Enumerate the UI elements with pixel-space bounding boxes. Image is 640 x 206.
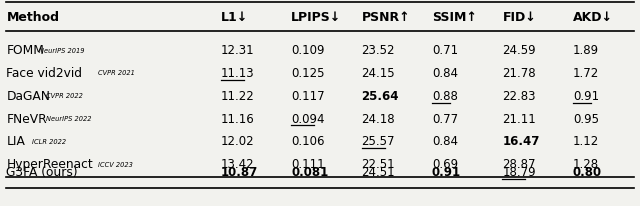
Text: LIA: LIA [6, 135, 25, 147]
Text: 0.88: 0.88 [432, 89, 458, 102]
Text: 12.02: 12.02 [221, 135, 255, 147]
Text: 0.111: 0.111 [291, 157, 325, 170]
Text: AKD↓: AKD↓ [573, 11, 613, 24]
Text: ICLR 2022: ICLR 2022 [32, 138, 66, 144]
Text: 0.081: 0.081 [291, 166, 328, 178]
Text: LPIPS↓: LPIPS↓ [291, 11, 342, 24]
Text: 0.80: 0.80 [573, 166, 602, 178]
Text: Method: Method [6, 11, 60, 24]
Text: 1.28: 1.28 [573, 157, 599, 170]
Text: 23.52: 23.52 [362, 44, 395, 57]
Text: 0.84: 0.84 [432, 67, 458, 80]
Text: 11.13: 11.13 [221, 67, 255, 80]
Text: CVPR 2022: CVPR 2022 [46, 93, 83, 99]
Text: 25.64: 25.64 [362, 89, 399, 102]
Text: 0.84: 0.84 [432, 135, 458, 147]
Text: 24.15: 24.15 [362, 67, 396, 80]
Text: 0.106: 0.106 [291, 135, 324, 147]
Text: 21.78: 21.78 [502, 67, 536, 80]
Text: 18.79: 18.79 [502, 166, 536, 178]
Text: 1.12: 1.12 [573, 135, 599, 147]
Text: HyperReenact: HyperReenact [6, 157, 93, 170]
Text: NeurIPS 2019: NeurIPS 2019 [39, 48, 84, 53]
Text: 0.109: 0.109 [291, 44, 324, 57]
Text: 24.59: 24.59 [502, 44, 536, 57]
Text: CVPR 2021: CVPR 2021 [98, 70, 135, 76]
Text: FNeVR: FNeVR [6, 112, 47, 125]
Text: 0.69: 0.69 [432, 157, 458, 170]
Text: 13.42: 13.42 [221, 157, 255, 170]
Text: 0.125: 0.125 [291, 67, 324, 80]
Text: 25.57: 25.57 [362, 135, 395, 147]
Text: 1.89: 1.89 [573, 44, 599, 57]
Text: 0.71: 0.71 [432, 44, 458, 57]
Text: 0.91: 0.91 [573, 89, 599, 102]
Text: 24.18: 24.18 [362, 112, 396, 125]
Text: 11.22: 11.22 [221, 89, 255, 102]
Text: 10.87: 10.87 [221, 166, 258, 178]
Text: 28.87: 28.87 [502, 157, 536, 170]
Text: 11.16: 11.16 [221, 112, 255, 125]
Text: 0.95: 0.95 [573, 112, 599, 125]
Text: 22.83: 22.83 [502, 89, 536, 102]
Text: 0.117: 0.117 [291, 89, 325, 102]
Text: 0.91: 0.91 [432, 166, 461, 178]
Text: 24.51: 24.51 [362, 166, 396, 178]
Text: L1↓: L1↓ [221, 11, 248, 24]
Text: G3FA (ours): G3FA (ours) [6, 166, 78, 178]
Text: 16.47: 16.47 [502, 135, 540, 147]
Text: 21.11: 21.11 [502, 112, 536, 125]
Text: NeurIPS 2022: NeurIPS 2022 [46, 116, 92, 121]
Text: ICCV 2023: ICCV 2023 [98, 161, 132, 167]
Text: Face vid2vid: Face vid2vid [6, 67, 83, 80]
Text: FID↓: FID↓ [502, 11, 536, 24]
Text: DaGAN: DaGAN [6, 89, 51, 102]
Text: 0.77: 0.77 [432, 112, 458, 125]
Text: FOMM: FOMM [6, 44, 44, 57]
Text: 22.51: 22.51 [362, 157, 396, 170]
Text: PSNR↑: PSNR↑ [362, 11, 410, 24]
Text: SSIM↑: SSIM↑ [432, 11, 477, 24]
Text: 12.31: 12.31 [221, 44, 255, 57]
Text: 1.72: 1.72 [573, 67, 599, 80]
Text: 0.094: 0.094 [291, 112, 324, 125]
